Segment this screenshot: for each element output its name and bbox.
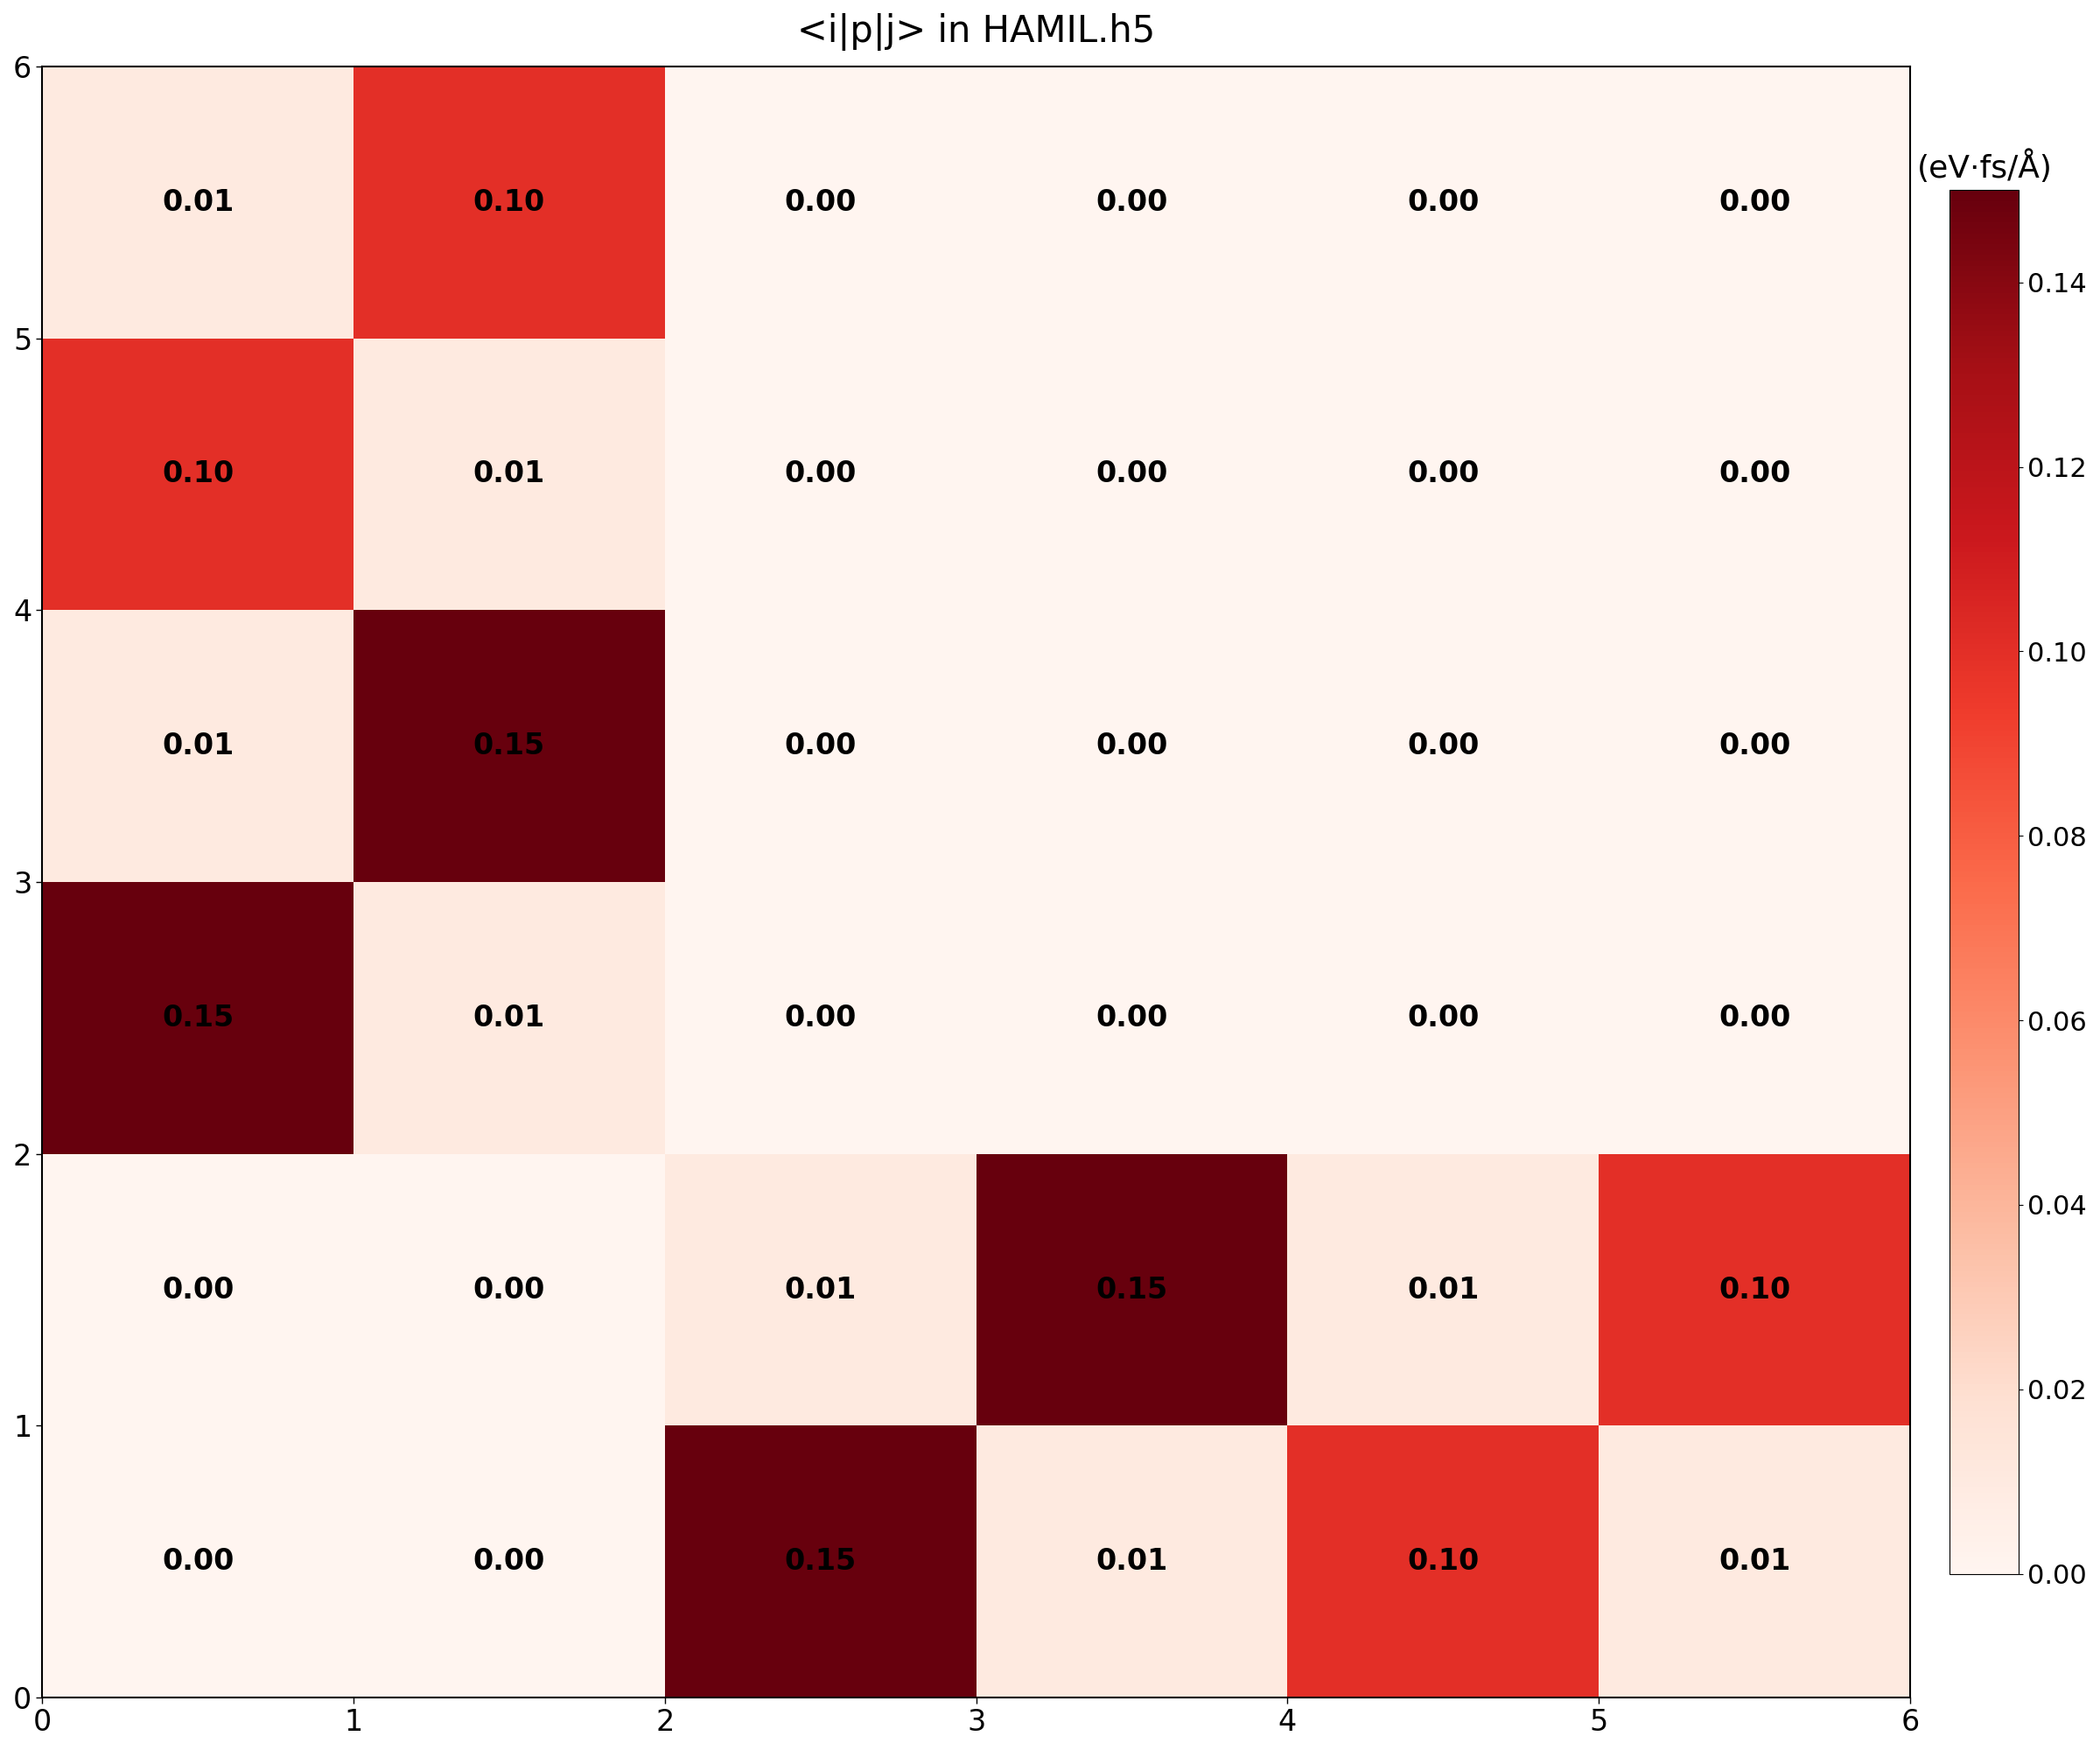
Text: 0.00: 0.00 (785, 732, 857, 761)
Text: 0.00: 0.00 (1407, 460, 1478, 488)
Text: 0.01: 0.01 (1407, 1276, 1478, 1304)
Text: 0.00: 0.00 (1718, 187, 1791, 217)
Text: 0.00: 0.00 (1407, 187, 1478, 217)
Text: 0.00: 0.00 (1718, 1003, 1791, 1032)
Text: 0.10: 0.10 (472, 187, 546, 217)
Text: 0.00: 0.00 (1096, 460, 1168, 488)
Text: 0.10: 0.10 (1718, 1276, 1791, 1304)
Text: 0.00: 0.00 (1718, 732, 1791, 761)
Text: 0.00: 0.00 (472, 1547, 546, 1577)
Text: 0.15: 0.15 (162, 1003, 233, 1032)
Text: 0.10: 0.10 (1407, 1547, 1478, 1577)
Text: 0.01: 0.01 (472, 1003, 546, 1032)
Title: (eV·fs/Å): (eV·fs/Å) (1917, 150, 2052, 184)
Text: 0.00: 0.00 (1718, 460, 1791, 488)
Text: 0.00: 0.00 (785, 1003, 857, 1032)
Text: 0.01: 0.01 (162, 187, 233, 217)
Text: 0.00: 0.00 (162, 1276, 233, 1304)
Text: 0.00: 0.00 (1096, 1003, 1168, 1032)
Text: 0.15: 0.15 (1096, 1276, 1168, 1304)
Text: 0.01: 0.01 (1096, 1547, 1168, 1577)
Title: <i|p|j> in HAMIL.h5: <i|p|j> in HAMIL.h5 (798, 12, 1155, 51)
Text: 0.00: 0.00 (785, 187, 857, 217)
Text: 0.01: 0.01 (472, 460, 546, 488)
Text: 0.00: 0.00 (1407, 732, 1478, 761)
Text: 0.01: 0.01 (1718, 1547, 1791, 1577)
Text: 0.15: 0.15 (785, 1547, 857, 1577)
Text: 0.00: 0.00 (1407, 1003, 1478, 1032)
Text: 0.15: 0.15 (472, 732, 546, 761)
Text: 0.01: 0.01 (162, 732, 233, 761)
Text: 0.00: 0.00 (472, 1276, 546, 1304)
Text: 0.00: 0.00 (1096, 187, 1168, 217)
Text: 0.10: 0.10 (162, 460, 233, 488)
Text: 0.01: 0.01 (785, 1276, 857, 1304)
Text: 0.00: 0.00 (1096, 732, 1168, 761)
Text: 0.00: 0.00 (785, 460, 857, 488)
Text: 0.00: 0.00 (162, 1547, 233, 1577)
